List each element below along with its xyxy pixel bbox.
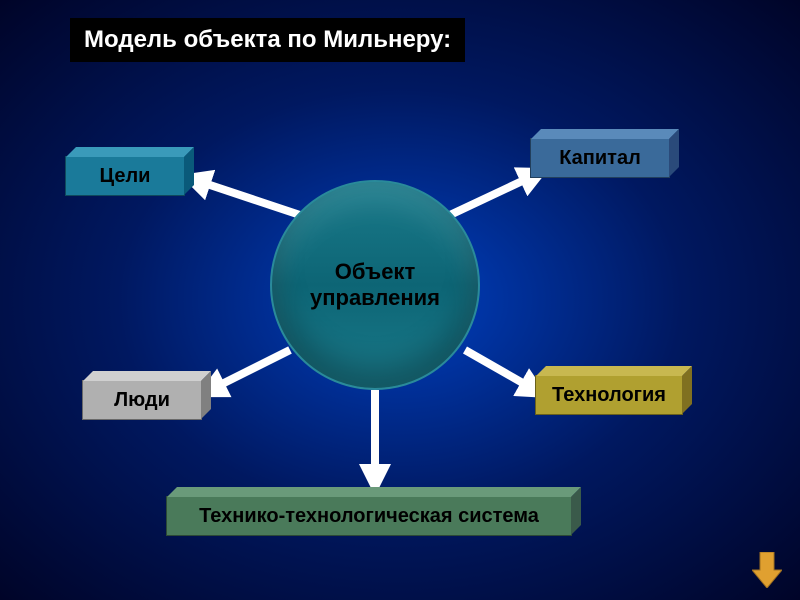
node-people: Люди [82, 380, 202, 420]
node-system: Технико-технологическая система [166, 496, 572, 536]
center-node: Объект управления [270, 180, 480, 390]
node-label-tech: Технология [552, 384, 666, 407]
node-capital: Капитал [530, 138, 670, 178]
center-label: Объект управления [293, 259, 458, 311]
arrow-0 [195, 180, 300, 215]
diagram-title: Модель объекта по Мильнеру: [70, 18, 465, 62]
arrow-2 [210, 350, 290, 390]
arrow-1 [450, 175, 535, 215]
node-label-people: Люди [114, 389, 170, 412]
node-label-system: Технико-технологическая система [199, 505, 539, 528]
node-label-capital: Капитал [559, 147, 641, 170]
arrow-3 [465, 350, 535, 390]
node-label-goals: Цели [100, 165, 151, 188]
node-tech: Технология [535, 375, 683, 415]
node-goals: Цели [65, 156, 185, 196]
nav-arrow-icon[interactable] [752, 552, 782, 588]
